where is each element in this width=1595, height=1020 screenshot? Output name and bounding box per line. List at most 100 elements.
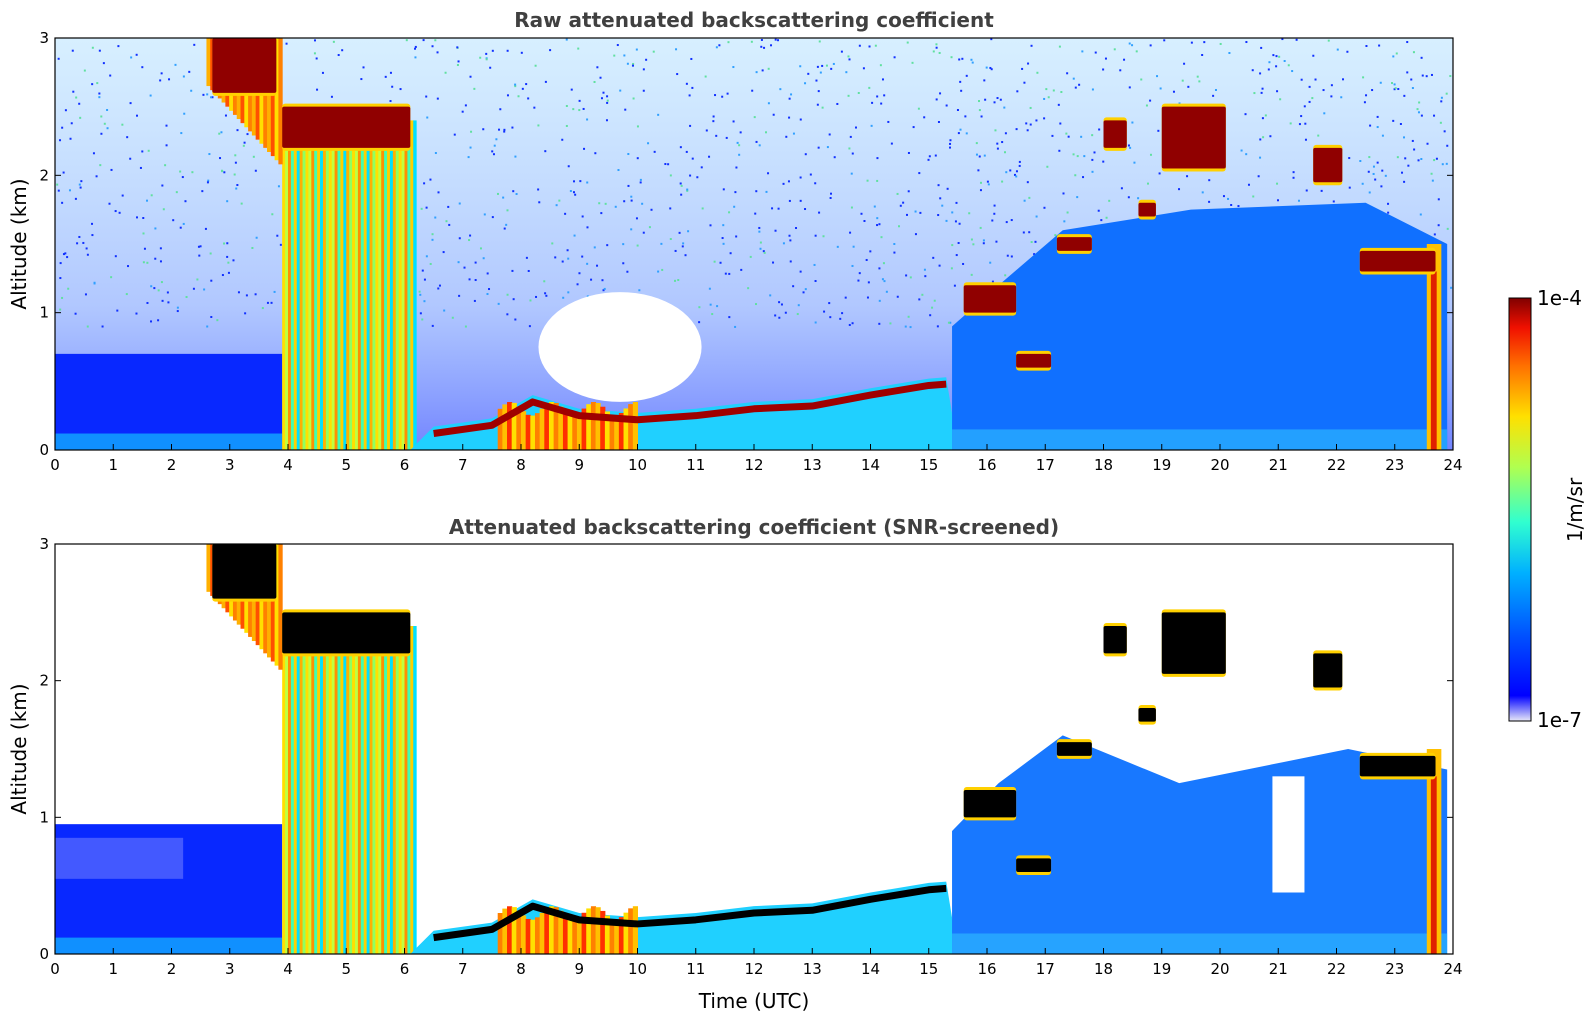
noise-speck	[960, 89, 963, 92]
noise-speck	[685, 150, 688, 153]
noise-speck	[436, 97, 439, 100]
noise-speck	[78, 102, 81, 105]
noise-speck	[332, 40, 335, 43]
noise-speck	[758, 144, 761, 147]
noise-speck	[889, 322, 892, 325]
noise-speck	[1028, 231, 1031, 234]
rain-column	[366, 626, 371, 954]
noise-speck	[738, 153, 741, 156]
noise-speck	[442, 251, 445, 254]
convective-plume	[586, 908, 592, 954]
noise-speck	[935, 43, 938, 46]
cloud-core	[1313, 653, 1343, 688]
noise-speck	[664, 163, 667, 166]
noise-speck	[1252, 195, 1255, 198]
noise-speck	[1183, 62, 1186, 65]
noise-speck	[61, 126, 64, 129]
noise-speck	[1036, 71, 1039, 74]
convective-plume	[553, 907, 559, 954]
rain-column	[387, 120, 391, 450]
noise-speck	[1445, 92, 1448, 95]
noise-speck	[950, 267, 953, 270]
noise-speck	[958, 58, 961, 61]
noise-speck	[1399, 122, 1402, 125]
noise-speck	[991, 280, 994, 283]
noise-speck	[149, 94, 152, 97]
noise-speck	[721, 95, 724, 98]
noise-speck	[1198, 80, 1201, 83]
noise-speck	[982, 242, 985, 245]
noise-speck	[418, 290, 421, 293]
noise-speck	[59, 262, 62, 265]
noise-speck	[389, 100, 392, 103]
noise-speck	[98, 92, 101, 95]
noise-speck	[106, 127, 109, 130]
rain-column	[392, 120, 397, 450]
noise-speck	[814, 234, 817, 237]
noise-speck	[815, 79, 818, 82]
noise-speck	[176, 310, 179, 313]
noise-speck	[116, 309, 119, 312]
convective-plume	[567, 919, 573, 954]
fall-streak	[278, 38, 283, 165]
noise-speck	[799, 199, 802, 202]
noise-speck	[558, 199, 561, 202]
rain-column	[325, 120, 330, 450]
noise-speck	[237, 291, 240, 294]
noise-speck	[739, 131, 742, 134]
x-tick-label: 2	[167, 456, 177, 474]
noise-speck	[91, 83, 94, 86]
noise-speck	[1022, 231, 1025, 234]
noise-speck	[561, 138, 564, 141]
noise-speck	[210, 315, 213, 318]
noise-speck	[606, 101, 609, 104]
noise-speck	[839, 317, 842, 320]
rain-column	[285, 120, 289, 450]
noise-speck	[1390, 82, 1393, 85]
noise-speck	[109, 74, 112, 77]
noise-speck	[420, 207, 423, 210]
noise-speck	[469, 234, 472, 237]
noise-speck	[425, 206, 428, 209]
noise-speck	[984, 98, 987, 101]
noise-speck	[594, 152, 597, 155]
noise-speck	[851, 152, 854, 155]
noise-speck	[975, 153, 978, 156]
noise-speck	[564, 212, 567, 215]
noise-speck	[95, 175, 98, 178]
noise-speck	[175, 191, 178, 194]
convective-plume	[614, 919, 620, 954]
noise-speck	[506, 94, 509, 97]
noise-speck	[421, 269, 424, 272]
noise-speck	[533, 106, 536, 109]
noise-speck	[991, 219, 994, 222]
noise-speck	[1359, 160, 1362, 163]
noise-speck	[819, 71, 822, 74]
noise-speck	[849, 231, 852, 234]
convective-plume	[544, 404, 550, 450]
noise-speck	[1027, 62, 1030, 65]
noise-speck	[968, 212, 971, 215]
noise-speck	[164, 164, 167, 167]
noise-speck	[679, 146, 682, 149]
rain-column	[352, 626, 356, 954]
noise-speck	[110, 168, 113, 171]
noise-speck	[1214, 88, 1217, 91]
noise-speck	[850, 206, 853, 209]
noise-speck	[102, 62, 105, 65]
noise-speck	[603, 287, 606, 290]
noise-speck	[86, 325, 89, 328]
convective-plume	[558, 910, 564, 954]
noise-speck	[84, 293, 87, 296]
noise-speck	[956, 109, 959, 112]
noise-speck	[927, 158, 930, 161]
rain-column	[413, 626, 417, 954]
noise-speck	[384, 75, 387, 78]
noise-speck	[161, 299, 164, 302]
noise-speck	[1291, 70, 1294, 73]
noise-speck	[59, 139, 62, 142]
noise-speck	[799, 118, 802, 121]
noise-speck	[160, 72, 163, 75]
noise-speck	[1267, 68, 1270, 71]
noise-speck	[166, 291, 169, 294]
